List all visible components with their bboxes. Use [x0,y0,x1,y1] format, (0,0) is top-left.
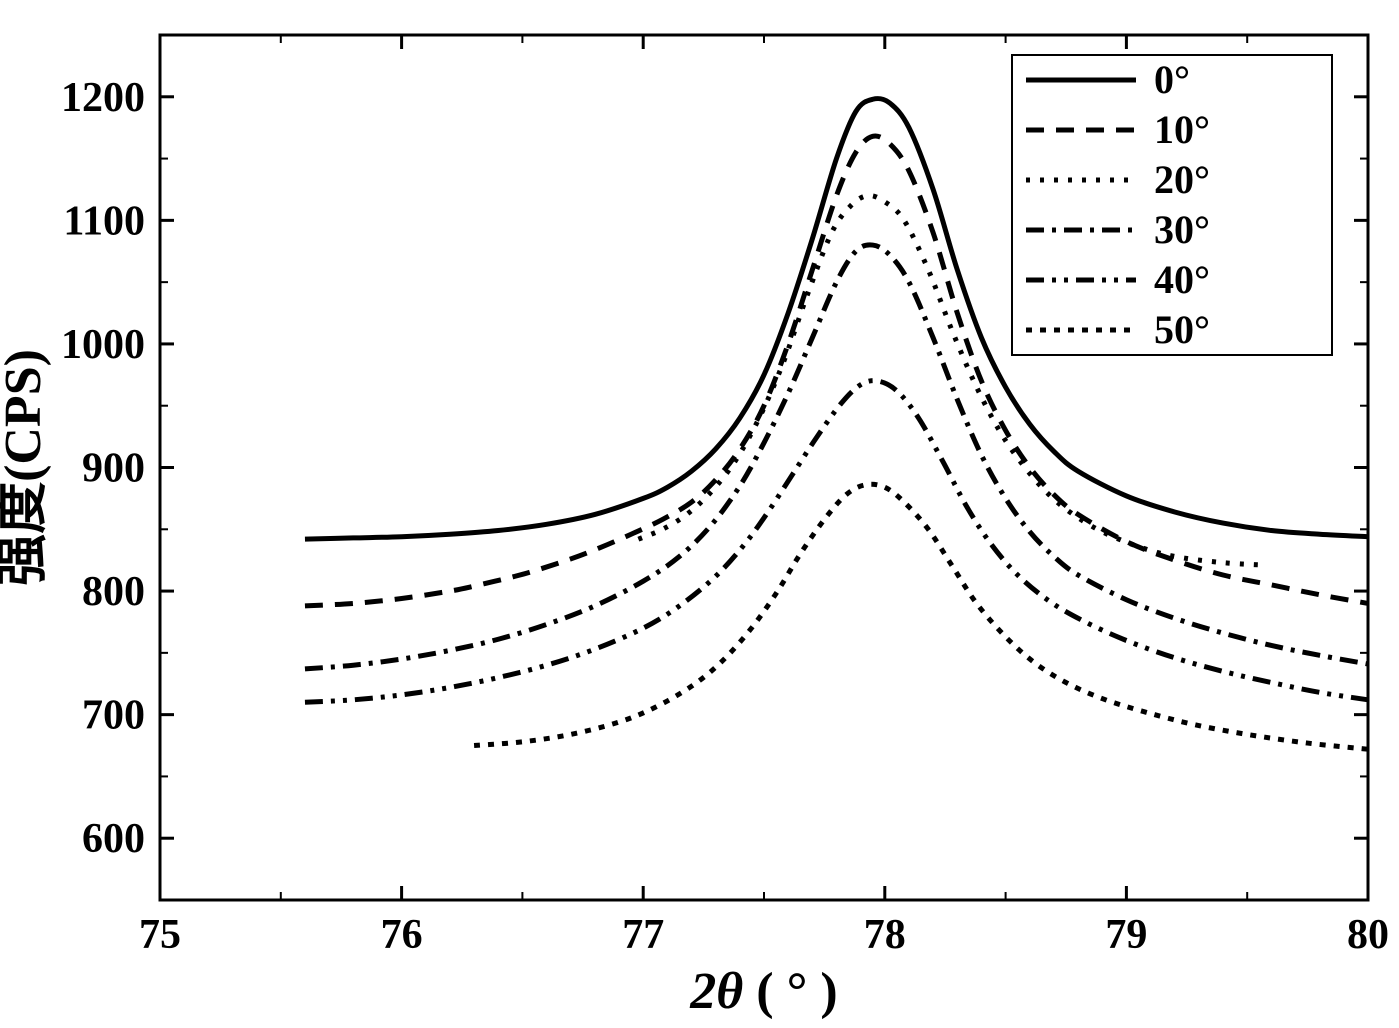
x-tick-label: 80 [1347,912,1389,958]
y-tick-label: 1200 [61,75,145,121]
legend-label-5: 50° [1154,307,1210,352]
legend-label-1: 10° [1154,107,1210,152]
legend-label-2: 20° [1154,157,1210,202]
x-tick-label: 76 [381,912,423,958]
y-tick-label: 700 [82,693,145,739]
y-tick-label: 900 [82,446,145,492]
y-tick-label: 600 [82,816,145,862]
legend-label-0: 0° [1154,57,1190,102]
y-tick-label: 1100 [63,198,145,244]
series-4 [305,381,1368,703]
x-axis-title: 2θ ( ° ) [689,963,837,1020]
y-tick-label: 1000 [61,322,145,368]
y-axis-title: 强度(CPS) [0,349,52,586]
x-tick-label: 79 [1105,912,1147,958]
xrd-chart: 75 76 77 78 79 80 600 700 800 900 1000 1100 1200 2θ (… [0,0,1399,1028]
legend-label-4: 40° [1154,257,1210,302]
x-tick-label: 78 [864,912,906,958]
y-tick-label: 800 [82,569,145,615]
chart-svg: 75 76 77 78 79 80 600 700 800 900 1000 1100 1200 2θ (… [0,0,1399,1028]
legend-label-3: 30° [1154,207,1210,252]
x-tick-label: 77 [622,912,664,958]
x-tick-label: 75 [139,912,181,958]
